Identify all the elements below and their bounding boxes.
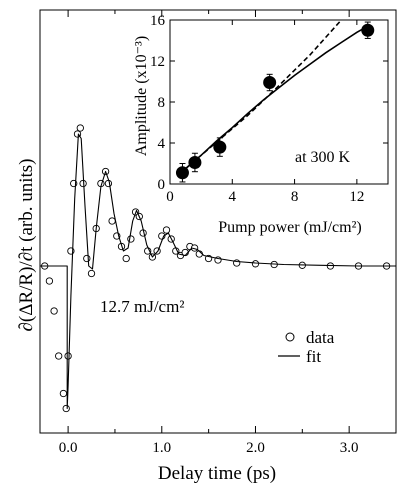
main-x-tick-label: 1.0 bbox=[152, 440, 171, 456]
main-y-axis-label: ∂(ΔR/R)/∂t (arb. units) bbox=[16, 159, 37, 332]
inset-solid-fit-line bbox=[185, 25, 369, 170]
main-data-point bbox=[55, 352, 63, 360]
inset-x-axis-label: Pump power (mJ/cm²) bbox=[218, 219, 361, 236]
inset-data-point bbox=[361, 23, 375, 37]
main-x-tick-label: 2.0 bbox=[246, 440, 265, 456]
inset-fit-lines bbox=[185, 19, 369, 170]
inset-dashed-fit-line bbox=[185, 19, 342, 170]
inset-y-axis-label: Amplitude (x10⁻³) bbox=[133, 36, 150, 156]
inset-x-tick-label: 0 bbox=[166, 189, 174, 205]
main-data-point bbox=[45, 277, 54, 285]
main-ticks bbox=[67, 10, 397, 433]
main-x-axis-label: Delay time (ps) bbox=[158, 463, 276, 484]
main-data-point bbox=[104, 179, 113, 188]
inset-background bbox=[170, 20, 388, 184]
main-data-point bbox=[64, 352, 72, 360]
inset-y-tick-label: 8 bbox=[158, 95, 166, 111]
main-data-point bbox=[108, 217, 116, 225]
main-annotation: 12.7 mJ/cm² bbox=[100, 297, 184, 316]
inset-y-tick-label: 12 bbox=[150, 54, 165, 70]
main-data-point bbox=[127, 235, 135, 243]
main-data-point bbox=[87, 269, 96, 278]
main-fit-line bbox=[40, 133, 396, 410]
inset-x-tick-label: 12 bbox=[349, 189, 364, 205]
inset-data-point bbox=[175, 166, 189, 180]
legend-fit-label: fit bbox=[306, 347, 321, 366]
inset-y-tick-labels: 0 4 8 12 16 bbox=[150, 13, 166, 193]
inset-data-point bbox=[188, 155, 202, 169]
main-x-tick-labels: 0.0 1.0 2.0 3.0 bbox=[59, 440, 359, 456]
legend: data fit bbox=[278, 328, 335, 366]
main-data-point bbox=[162, 226, 171, 234]
main-data-point bbox=[251, 260, 260, 268]
inset-y-tick-label: 0 bbox=[158, 177, 166, 193]
main-data-point bbox=[50, 307, 58, 315]
inset-data-point bbox=[213, 140, 227, 154]
inset-annotation: at 300 K bbox=[295, 149, 351, 166]
legend-data-label: data bbox=[306, 328, 335, 347]
main-data-point bbox=[59, 389, 68, 398]
inset-data-point bbox=[263, 76, 277, 90]
inset-y-tick-label: 16 bbox=[150, 13, 166, 29]
main-data-point bbox=[122, 254, 130, 263]
legend-data-marker bbox=[285, 332, 295, 342]
main-x-tick-label: 3.0 bbox=[340, 440, 359, 456]
main-data-point bbox=[62, 404, 70, 413]
main-data-point bbox=[76, 124, 84, 132]
inset-ticks bbox=[169, 19, 388, 185]
inset-x-tick-labels: 0 4 8 12 bbox=[166, 189, 364, 205]
main-fit-series bbox=[40, 133, 396, 410]
inset-x-tick-label: 4 bbox=[229, 189, 237, 205]
main-plot-frame bbox=[39, 9, 397, 434]
inset-x-tick-label: 8 bbox=[291, 189, 299, 205]
main-data-point bbox=[83, 254, 91, 263]
inset-data-points bbox=[175, 21, 375, 183]
inset-y-tick-label: 4 bbox=[158, 136, 166, 152]
main-x-tick-label: 0.0 bbox=[59, 440, 78, 456]
